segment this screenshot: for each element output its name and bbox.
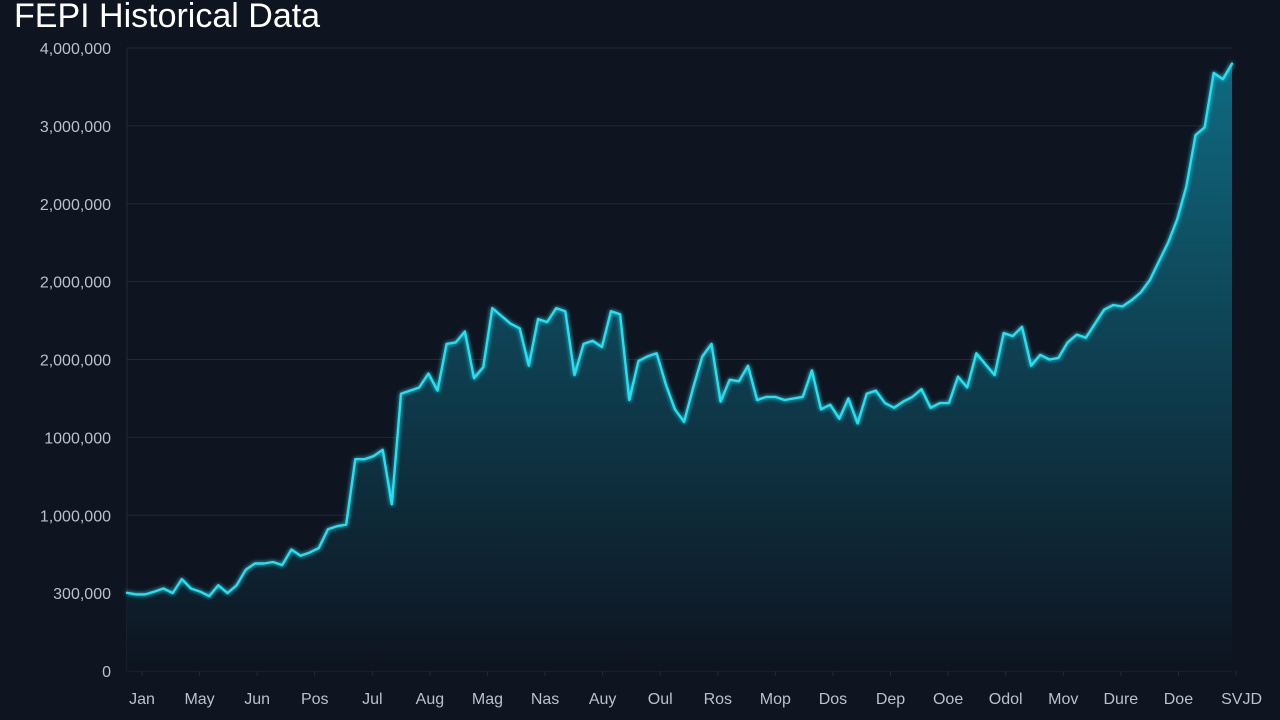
series-area <box>127 63 1232 672</box>
x-tick-label: Auy <box>589 691 617 708</box>
y-tick-label: 0 <box>102 664 111 681</box>
y-tick-label: 4,000,000 <box>40 41 111 58</box>
x-axis-labels: Jan May Jun Pos Jul Aug Mag Nas Auy Oul Ros Mop Dos D… <box>129 691 1262 708</box>
x-tick-label: Dos <box>819 691 847 708</box>
y-tick-label: 3,000,000 <box>40 119 111 136</box>
y-tick-label: 2,000,000 <box>40 197 111 214</box>
x-tick-label: Mov <box>1048 691 1078 708</box>
x-tick-label: Jun <box>244 691 270 708</box>
x-tick-label: SVJD <box>1221 691 1262 708</box>
x-tick-label: Nas <box>531 691 559 708</box>
y-tick-label: 1000,000 <box>44 430 111 447</box>
x-tick-label: Mop <box>760 691 791 708</box>
y-tick-label: 300,000 <box>53 586 111 603</box>
x-tick-label: Jul <box>362 691 382 708</box>
x-tick-label: Ooe <box>933 691 963 708</box>
series-line <box>125 62 1234 598</box>
line-layer <box>125 62 1234 598</box>
x-tick-label: Aug <box>416 691 444 708</box>
x-tick-label: Odol <box>989 691 1023 708</box>
y-axis-labels: 0 300,000 1,000,000 1000,000 2,000,000 2,000,… <box>40 41 111 681</box>
x-tick-label: Jan <box>129 691 155 708</box>
x-tick-label: May <box>184 691 214 708</box>
x-tick-label: Ros <box>704 691 732 708</box>
x-tick-label: Dure <box>1103 691 1138 708</box>
x-tick-label: Pos <box>301 691 329 708</box>
y-tick-label: 2,000,000 <box>40 275 111 292</box>
x-tick-label: Doe <box>1164 691 1193 708</box>
y-tick-label: 2,000,000 <box>40 353 111 370</box>
x-tick-label: Mag <box>472 691 503 708</box>
chart-title: FEPI Historical Data <box>14 0 321 35</box>
x-tick-label: Oul <box>648 691 673 708</box>
y-tick-label: 1,000,000 <box>40 508 111 525</box>
x-tick-label: Dep <box>876 691 905 708</box>
area-layer <box>127 63 1232 672</box>
